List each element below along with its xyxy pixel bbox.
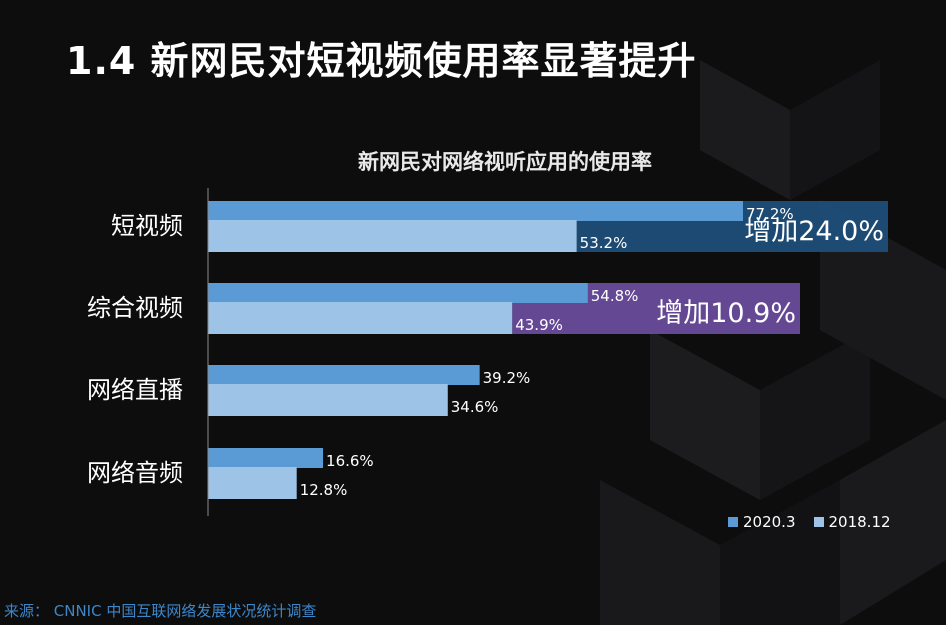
value-label: 16.6%: [326, 452, 374, 470]
legend-label-2018: 2018.12: [828, 513, 891, 531]
bar-2020: [208, 365, 480, 385]
bar-2018: [208, 384, 448, 416]
slide-title: 1.4 新网民对短视频使用率显著提升: [66, 39, 697, 83]
chart-title: 新网民对网络视听应用的使用率: [358, 150, 652, 174]
category-label: 综合视频: [87, 294, 183, 322]
legend-swatch-2018: [813, 517, 824, 527]
category-label: 网络音频: [87, 459, 183, 487]
value-label: 12.8%: [300, 481, 348, 499]
category-label: 网络直播: [87, 376, 183, 404]
bar-2018: [208, 302, 513, 334]
bar-2020: [208, 201, 743, 221]
value-label: 54.8%: [591, 287, 639, 305]
legend: 2020.3 2018.12: [728, 513, 891, 531]
bar-2020: [208, 448, 324, 468]
bar-2018: [208, 220, 577, 252]
value-label: 39.2%: [483, 369, 531, 387]
legend-label-2020: 2020.3: [743, 513, 796, 531]
category-label: 短视频: [111, 212, 183, 240]
bar-2018: [208, 467, 297, 499]
legend-item-2018: 2018.12: [813, 513, 891, 531]
source-note: 来源： CNNIC 中国互联网络发展状况统计调查: [4, 602, 317, 620]
bar-2020: [208, 283, 588, 303]
legend-swatch-2020: [728, 517, 738, 527]
increase-label: 增加24.0%: [744, 216, 884, 247]
increase-label: 增加10.9%: [656, 298, 796, 329]
legend-item-2020: 2020.3: [728, 513, 796, 531]
value-label: 43.9%: [515, 316, 563, 334]
value-label: 77.2%: [746, 205, 794, 223]
value-label: 34.6%: [451, 398, 499, 416]
value-label: 53.2%: [580, 234, 628, 252]
